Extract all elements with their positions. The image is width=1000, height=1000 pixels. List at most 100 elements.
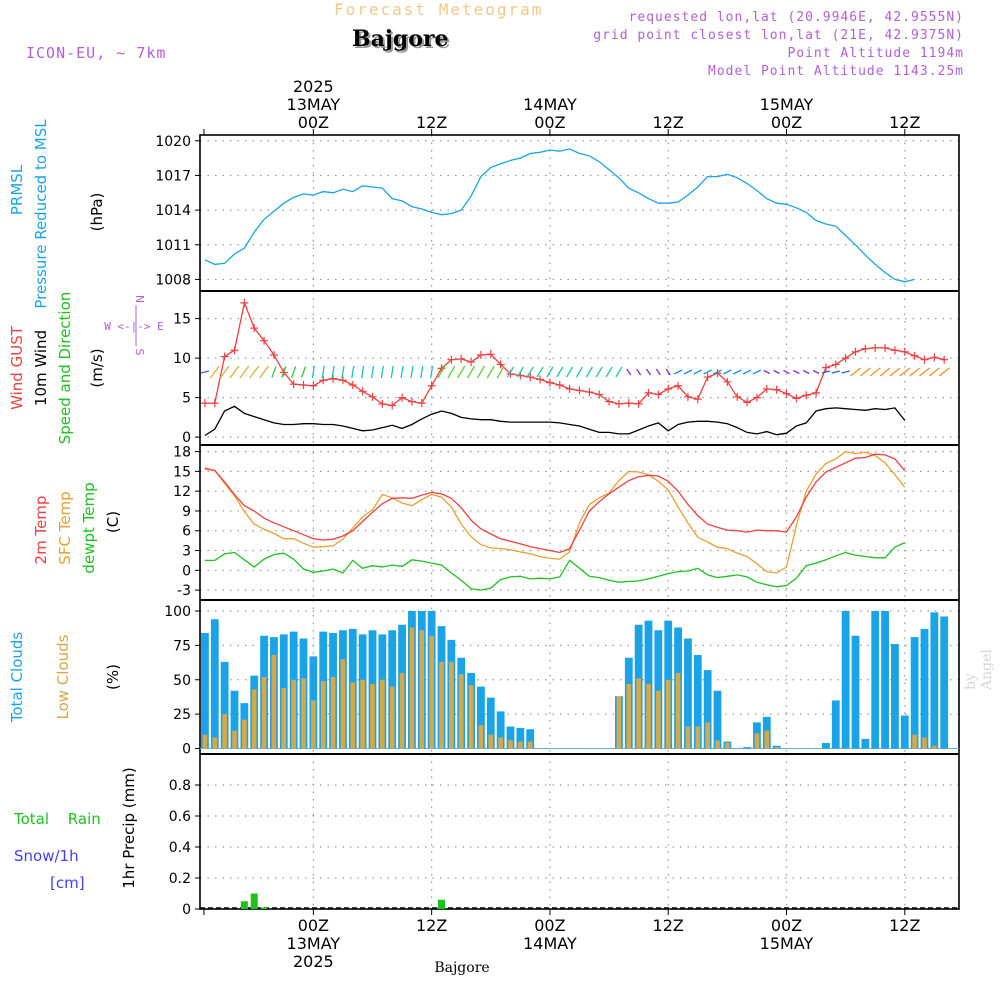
low-cloud-bar (636, 678, 641, 749)
low-cloud-bar (370, 683, 375, 749)
cloud-bars (200, 611, 959, 749)
wind-arrow (370, 365, 375, 379)
y-tick-label: 1008 (155, 272, 191, 288)
wind-arrow (713, 369, 722, 375)
gust-point (220, 352, 229, 361)
wind-arrow (536, 366, 544, 378)
y-tick-label: 0 (182, 742, 191, 758)
wind-arrow (410, 365, 414, 379)
gust-point (585, 388, 594, 397)
low-cloud-bar (380, 679, 385, 749)
y-tick-label: 1020 (155, 134, 191, 150)
rain-bar (260, 907, 268, 909)
panel-5: 0 0.2 0.4 0.6 0.8 (169, 754, 959, 918)
time-label-bottom: 00Z (534, 916, 565, 935)
wind-arrow (380, 365, 384, 379)
gust-point (693, 395, 702, 404)
sfc-temp-label: SFC Temp (56, 491, 74, 564)
gust-point (250, 324, 259, 333)
y-tick-label: 5 (182, 391, 191, 407)
wind-arrow (430, 365, 434, 379)
total-cloud-bar (693, 655, 702, 749)
rain-bar (438, 899, 445, 909)
y-tick-label: 0 (182, 563, 191, 579)
y-tick-label: 18 (173, 445, 191, 461)
wind-arrow (200, 370, 210, 374)
low-cloud-bar (478, 725, 484, 749)
gust-point (812, 388, 821, 397)
gust-point (634, 399, 643, 408)
gust-point (467, 358, 476, 367)
wind-arrow (506, 366, 515, 378)
wind-arrow (400, 365, 404, 379)
wind-arrow (457, 365, 466, 379)
rain-bar (250, 893, 258, 909)
gust-point (230, 346, 239, 355)
low-cloud-bar (764, 730, 770, 749)
gust-point (654, 390, 663, 399)
wind-arrow (703, 369, 712, 375)
low-cloud-bar (754, 733, 760, 749)
low-cloud-bar (419, 630, 425, 749)
gust-point (624, 399, 633, 408)
low-cloud-bar (932, 745, 937, 749)
temp-2m-line (204, 453, 906, 554)
low-cloud-bar (646, 683, 651, 749)
gust-point (752, 393, 761, 402)
wind-arrow (615, 366, 623, 378)
clouds-unit: (%) (104, 664, 122, 690)
gust-point (575, 386, 584, 395)
gust-point (496, 360, 505, 369)
low-cloud-bar (468, 685, 474, 749)
wind-arrow (219, 365, 230, 379)
gust-point (358, 387, 367, 396)
low-cloud-bar (626, 683, 632, 749)
wind-arrow (859, 367, 871, 377)
snow-label: Snow/1h (14, 847, 79, 865)
gust-point (792, 394, 801, 403)
wind-arrow (390, 365, 394, 379)
low-cloud-bar (449, 661, 454, 749)
gust-point (555, 380, 564, 389)
gust-point (881, 343, 890, 352)
gust-point (910, 351, 919, 360)
total-cloud-bar (940, 616, 949, 749)
wind-arrow (341, 365, 345, 379)
low-cloud-bar (695, 726, 701, 749)
wind-arrow (869, 367, 881, 377)
total-cloud-bar (201, 633, 209, 749)
low-cloud-bar (242, 719, 247, 749)
gust-point (536, 375, 545, 384)
wind-arrow (802, 369, 810, 375)
gust-point (605, 397, 614, 406)
compass-south: S (133, 349, 146, 356)
time-label-top: 2025 (293, 77, 334, 96)
wind-arrow (437, 365, 446, 379)
time-label-top: 12Z (653, 113, 684, 132)
wind-arrow (655, 368, 661, 376)
gust-point (545, 378, 554, 387)
panel-1: 1008 1011 1014 1017 1020 (155, 134, 959, 291)
total-cloud-bar (506, 726, 515, 749)
wind-arrow (742, 369, 752, 375)
station-name: Bajgore (352, 26, 449, 52)
wind-speed-line (204, 405, 906, 437)
wind-unit: (m/s) (88, 348, 106, 387)
gust-point (841, 354, 850, 363)
total-cloud-bar (910, 637, 919, 749)
y-tick-label: 75 (173, 638, 191, 654)
wind-arrow (229, 365, 240, 379)
low-cloud-bar (518, 741, 523, 749)
low-cloud-bar (311, 700, 316, 749)
low-cloud-bar (912, 734, 917, 749)
wind-arrow (732, 369, 742, 375)
gust-point (743, 398, 752, 407)
total-cloud-bar (516, 727, 525, 749)
total-cloud-bar (496, 711, 505, 749)
low-cloud-bar (705, 722, 710, 749)
low-cloud-bar (922, 737, 927, 749)
gust-point (723, 377, 732, 386)
gust-point (299, 380, 308, 389)
low-cloud-bar (389, 686, 395, 749)
low-cloud-bar (527, 741, 533, 749)
